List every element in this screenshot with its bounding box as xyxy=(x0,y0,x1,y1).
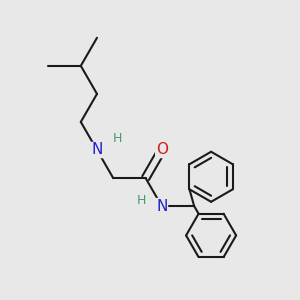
Text: O: O xyxy=(156,142,168,158)
Text: N: N xyxy=(91,142,103,158)
Text: H: H xyxy=(113,132,122,145)
Text: N: N xyxy=(156,199,167,214)
Text: H: H xyxy=(136,194,146,207)
